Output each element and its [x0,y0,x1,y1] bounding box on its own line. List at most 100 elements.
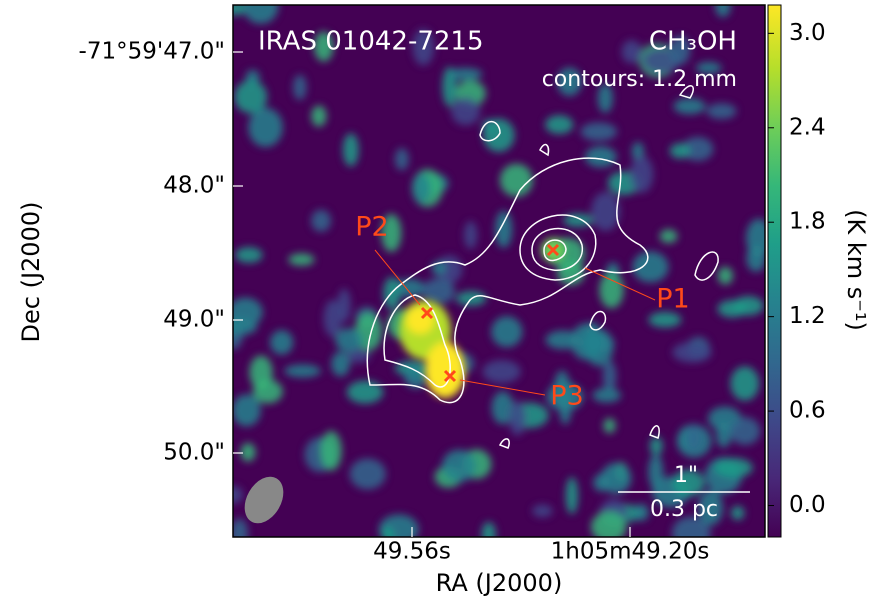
noise-blob [669,35,691,65]
noise-blob [729,417,761,446]
noise-blob [730,505,745,521]
noise-blob [346,380,384,404]
noise-blob [584,321,601,360]
colorbar [767,4,782,538]
x-axis-label: RA (J2000) [436,569,563,597]
noise-blob [320,430,342,471]
y-tick-label: 50.0" [163,440,225,466]
peak-label: P1 [656,284,689,315]
noise-blob [412,28,435,66]
noise-blob [706,103,737,120]
noise-blob [269,330,294,355]
noise-blob [673,98,706,115]
contours-label: contours: 1.2 mm [542,67,737,92]
noise-blob [313,31,334,62]
noise-blob [600,462,632,494]
noise-blob [672,341,712,363]
noise-blob [630,155,654,194]
noise-blob [669,143,691,159]
noise-blob [563,213,593,227]
noise-blob [394,148,409,171]
axis-ticks [233,51,631,537]
noise-blob [649,436,663,456]
noise-blob [621,40,642,64]
scale-physical: 0.3 pc [650,497,718,522]
map-frame [232,4,766,538]
noise-blob [346,348,371,363]
noise-blob [288,253,315,266]
peak-leaders [374,249,656,396]
noise-blob [381,213,402,253]
noise-blob [545,115,574,135]
map [233,5,765,537]
noise-blob [580,122,618,141]
noise-blob [293,74,307,101]
x-tick-label: 1h05m49.20s [551,539,710,565]
y-tick-label: 48.0" [163,173,225,199]
noise-blob [648,311,682,328]
y-axis-label: Dec (J2000) [17,202,45,343]
noise-blob [233,518,249,537]
colorbar-label: (K km s⁻¹) [842,209,870,331]
noise-blob [632,251,669,283]
noise-blob [482,359,521,384]
noise-blob [698,490,724,526]
noise-blob [746,245,765,272]
contours [366,85,719,449]
noise-blob [730,366,760,401]
noise-blob [590,511,627,537]
noise-blob [599,271,624,309]
noise-blob [243,5,279,25]
noise-blob [715,5,731,18]
colorbar-tick-label: 0.0 [789,492,826,518]
noise-blob [602,360,617,392]
noise-blob [592,387,622,403]
noise-blob [311,209,332,232]
y-tick-label: -71°59'47.0" [79,39,225,65]
colorbar-tick-label: 2.4 [789,114,826,140]
noise-blob [695,61,722,75]
noise-blob [508,400,526,436]
noise-blob [252,379,283,404]
peak-markers [420,243,560,383]
noise-blob [499,163,533,197]
noise-blob [557,261,585,286]
scale-angular: 1" [674,463,698,488]
noise-blob [682,136,714,162]
noise-blob [335,328,364,353]
noise-blob [447,67,483,81]
noise-blob [491,316,523,348]
noise-blob [248,107,283,148]
noise-blob [233,394,261,427]
peak-label: P3 [550,381,583,412]
noise-blob [421,278,455,305]
colorbar-tick-label: 3.0 [789,20,826,46]
noise-blob [684,423,703,452]
noise-blob [284,364,322,378]
noise-blob [311,105,327,127]
noise-blob [557,67,582,97]
noise-blob [481,521,496,537]
noise-blob [463,221,478,250]
colorbar-tick-label: 1.2 [789,303,826,329]
noise-blob [240,442,256,462]
noise-blob [717,299,747,318]
molecule: CH₃OH [649,27,737,57]
x-tick-label: 49.56s [373,539,451,565]
noise-blob [591,191,621,231]
noise-blob [545,330,581,350]
noise-blob [342,133,359,167]
noise-blob [584,146,617,168]
noise-blob [659,229,678,244]
noise-blob [532,504,553,518]
noise-blob [603,418,616,434]
noise-blob [233,485,244,504]
noise-blob [634,503,649,521]
noise-blob [672,469,705,497]
noise-blob [323,299,342,337]
noise-blob [381,526,395,537]
noise-blob [331,351,350,377]
noise-blob [404,363,428,389]
source-name: IRAS 01042-7215 [258,27,484,57]
